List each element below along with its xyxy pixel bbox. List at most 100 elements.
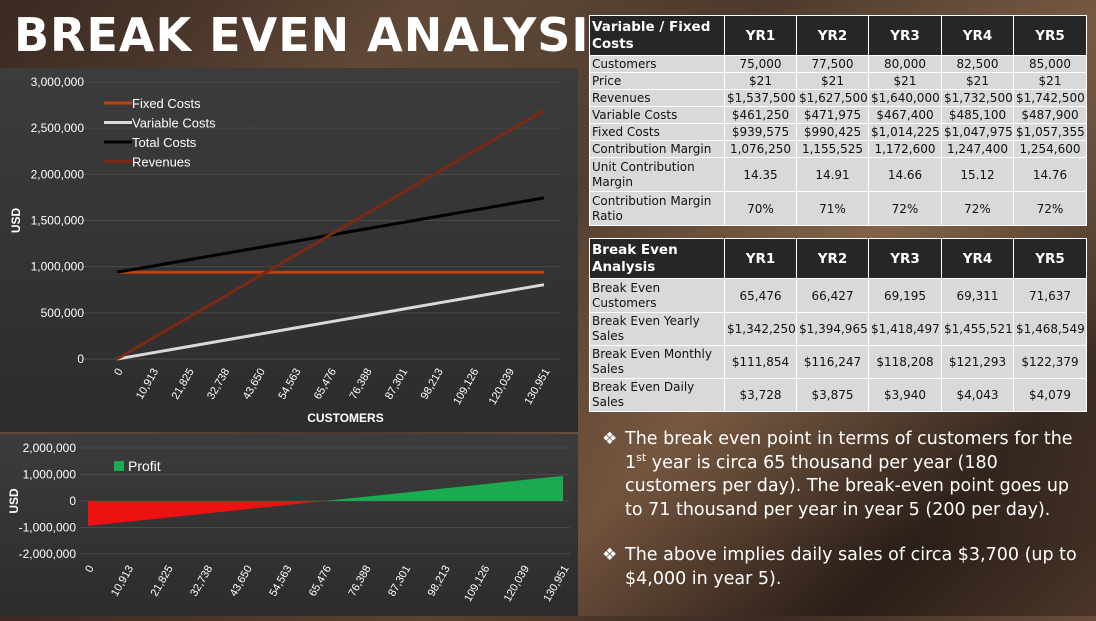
value-cell: 85,000: [1013, 55, 1087, 73]
table-header-cell: YR3: [868, 15, 942, 56]
x-tick-label: 54,563: [276, 367, 303, 402]
value-cell: 1,155,525: [796, 140, 869, 158]
bullet-item-2: ❖ The above implies daily sales of circa…: [598, 544, 1088, 591]
value-cell: $1,742,500: [1013, 89, 1087, 107]
break-even-table: Break Even Analysis YR1 YR2 YR3 YR4 YR5 Break …: [589, 238, 1087, 412]
x-tick-label: 120,039: [487, 367, 517, 407]
x-tick-label: 120,039: [502, 564, 532, 604]
profit-area-chart-svg: 2,000,000 1,000,000 0 -1,000,000 -2,000,000 U…: [7, 441, 572, 604]
table-row: Unit Contribution Margin 14.35 14.91 14.66 1…: [589, 157, 1087, 192]
value-cell: $21: [724, 72, 797, 90]
table-header-cell: Break Even Analysis: [589, 238, 725, 279]
table-row: Customers 75,000 77,500 80,000 82,500 85,000: [589, 55, 1087, 73]
value-cell: $1,455,521: [941, 312, 1014, 346]
row-label-cell: Customers: [589, 55, 725, 73]
value-cell: $1,640,000: [868, 89, 942, 107]
value-cell: 82,500: [941, 55, 1014, 73]
value-cell: 1,247,400: [941, 140, 1014, 158]
row-label-cell: Break Even Yearly Sales: [589, 312, 725, 346]
table-header-row: Break Even Analysis YR1 YR2 YR3 YR4 YR5: [589, 238, 1087, 279]
y-tick-label: 2,000,000: [23, 441, 77, 455]
table-header-cell: YR5: [1013, 238, 1087, 279]
x-tick-label: 0: [112, 367, 125, 378]
table-header-cell: YR5: [1013, 15, 1087, 56]
table-header-cell: YR4: [941, 238, 1014, 279]
series-line-revenues: [116, 109, 545, 361]
value-cell: $4,079: [1013, 378, 1087, 412]
table-row: Contribution Margin Ratio 70% 71% 72% 72% 72%: [589, 191, 1087, 226]
value-cell: 14.66: [868, 157, 942, 192]
value-cell: 71%: [796, 191, 869, 226]
table-header-cell: YR1: [724, 15, 797, 56]
value-cell: 70%: [724, 191, 797, 226]
break-even-line-chart: 3,000,000 2,500,000 2,000,000 1,500,000 1,00…: [0, 68, 578, 432]
value-cell: 1,172,600: [868, 140, 942, 158]
y-tick-label: 0: [77, 352, 84, 366]
value-cell: $3,875: [796, 378, 869, 412]
value-cell: $21: [1013, 72, 1087, 90]
x-tick-label: 10,913: [134, 367, 161, 402]
x-tick-label: 65,476: [312, 367, 339, 402]
y-tick-label: 500,000: [41, 306, 85, 320]
table-header-cell: YR2: [796, 238, 869, 279]
x-tick-label: 32,738: [205, 367, 232, 402]
value-cell: $1,537,500: [724, 89, 797, 107]
value-cell: $1,418,497: [868, 312, 942, 346]
value-cell: 1,254,600: [1013, 140, 1087, 158]
row-label-cell: Contribution Margin Ratio: [589, 191, 725, 226]
table-row: Break Even Yearly Sales $1,342,250 $1,394,…: [589, 312, 1087, 346]
value-cell: $1,627,500: [796, 89, 869, 107]
table-row: Price $21 $21 $21 $21 $21: [589, 72, 1087, 90]
x-tick-label: 109,126: [462, 564, 492, 604]
x-tick-label: 76,388: [346, 564, 373, 599]
bullet-2-text: The above implies daily sales of circa $…: [625, 545, 1077, 589]
summary-bullets: ❖ The break even point in terms of custo…: [598, 428, 1088, 613]
value-cell: $111,854: [724, 345, 797, 379]
y-tick-label: -1,000,000: [19, 521, 77, 535]
legend-label: Revenues: [132, 155, 191, 170]
y-axis-label: USD: [7, 488, 21, 514]
table-row: Fixed Costs $939,575 $990,425 $1,014,225 $1,…: [589, 123, 1087, 141]
break-even-table-body: Break Even Analysis YR1 YR2 YR3 YR4 YR5 Break …: [589, 238, 1087, 412]
value-cell: $21: [868, 72, 942, 90]
y-tick-label: -2,000,000: [19, 547, 77, 561]
bullet-item-1: ❖ The break even point in terms of custo…: [598, 428, 1088, 522]
x-tick-label: 76,388: [347, 367, 374, 402]
row-label-cell: Break Even Daily Sales: [589, 378, 725, 412]
value-cell: $122,379: [1013, 345, 1087, 379]
profit-area-chart: 2,000,000 1,000,000 0 -1,000,000 -2,000,000 U…: [0, 434, 578, 616]
row-label-cell: Break Even Monthly Sales: [589, 345, 725, 379]
legend-label: Fixed Costs: [132, 96, 201, 111]
table-header-cell: YR1: [724, 238, 797, 279]
value-cell: 66,427: [796, 278, 869, 313]
profit-area-positive: [324, 475, 563, 501]
value-cell: $1,732,500: [941, 89, 1014, 107]
value-cell: $467,400: [868, 106, 942, 124]
x-tick-label: 98,213: [419, 367, 446, 402]
y-tick-label: 2,000,000: [31, 167, 85, 181]
value-cell: 80,000: [868, 55, 942, 73]
diamond-bullet-icon: ❖: [602, 429, 618, 449]
y-axis-label: USD: [9, 208, 23, 234]
x-axis-label: CUSTOMERS: [307, 411, 383, 425]
y-tick-label: 0: [69, 494, 76, 508]
x-tick-label: 43,650: [228, 564, 255, 599]
value-cell: $118,208: [868, 345, 942, 379]
row-label-cell: Break Even Customers: [589, 278, 725, 313]
table-row: Break Even Customers 65,476 66,427 69,195 69…: [589, 278, 1087, 313]
value-cell: 71,637: [1013, 278, 1087, 313]
value-cell: $1,047,975: [941, 123, 1014, 141]
x-tick-label: 98,213: [426, 564, 453, 599]
y-tick-label: 3,000,000: [31, 75, 85, 89]
row-label-cell: Price: [589, 72, 725, 90]
y-tick-label: 1,000,000: [23, 468, 77, 482]
value-cell: 65,476: [724, 278, 797, 313]
value-cell: 14.76: [1013, 157, 1087, 192]
row-label-cell: Unit Contribution Margin: [589, 157, 725, 192]
legend-label: Profit: [128, 458, 161, 474]
legend-label: Total Costs: [132, 135, 197, 150]
row-label-cell: Contribution Margin: [589, 140, 725, 158]
x-tick-label: 0: [83, 564, 96, 575]
value-cell: $471,975: [796, 106, 869, 124]
x-tick-label: 130,951: [541, 564, 571, 604]
